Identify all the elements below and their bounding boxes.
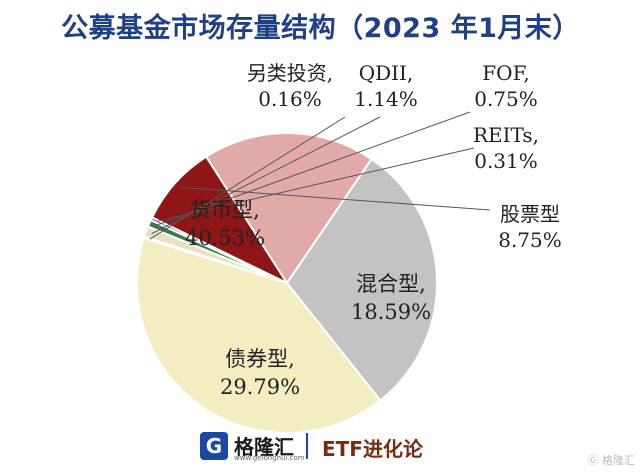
slice-name-label: 混合型, [356,272,426,296]
leader-line [179,186,491,211]
brand-name: ETF进化论 [322,437,423,461]
slice-name-label: FOF, [482,61,529,85]
slice-name-label: 债券型, [225,347,295,371]
gelonghui-logo: G 格隆汇 [200,431,294,460]
pie-slices [136,132,438,434]
slice-name-label: 另类投资, [247,61,333,85]
leader-line [154,111,471,227]
footer-divider [306,433,308,459]
slice-name-label: 股票型 [500,202,560,226]
slice-value-label: 1.14% [354,87,418,111]
pie-slice-item-5 [285,157,438,402]
slice-name-label: 货币型, [190,198,260,222]
leader-line [149,116,346,240]
leader-line [156,147,475,222]
slice-value-label: 0.31% [474,149,538,173]
pie-slice-item-6 [136,236,382,434]
footer: G 格隆汇 www.gelonghui.com ETF进化论 Ⓖ 格隆汇 [0,428,641,468]
slice-value-label: 18.59% [351,300,431,324]
slice-name-label: REITs, [473,123,539,147]
slice-value-label: 0.75% [474,87,538,111]
logo-mark-icon: G [200,431,228,460]
watermark: Ⓖ 格隆汇 [587,454,636,467]
slice-value-label: 40.53% [185,226,265,250]
logo-text: 格隆汇 [234,435,294,459]
leader-lines [149,111,491,240]
slice-value-label: 0.16% [258,87,322,111]
logo-url: www.gelonghui.com [234,454,305,462]
slice-value-label: 8.75% [498,228,562,252]
slice-value-label: 29.79% [220,375,300,399]
chart-title: 公募基金市场存量结构（2023 年1月末） [61,13,580,44]
pie-slice-item-4 [204,132,373,285]
slice-name-label: QDII, [359,61,414,85]
pie-slice-item-7 [142,235,288,284]
